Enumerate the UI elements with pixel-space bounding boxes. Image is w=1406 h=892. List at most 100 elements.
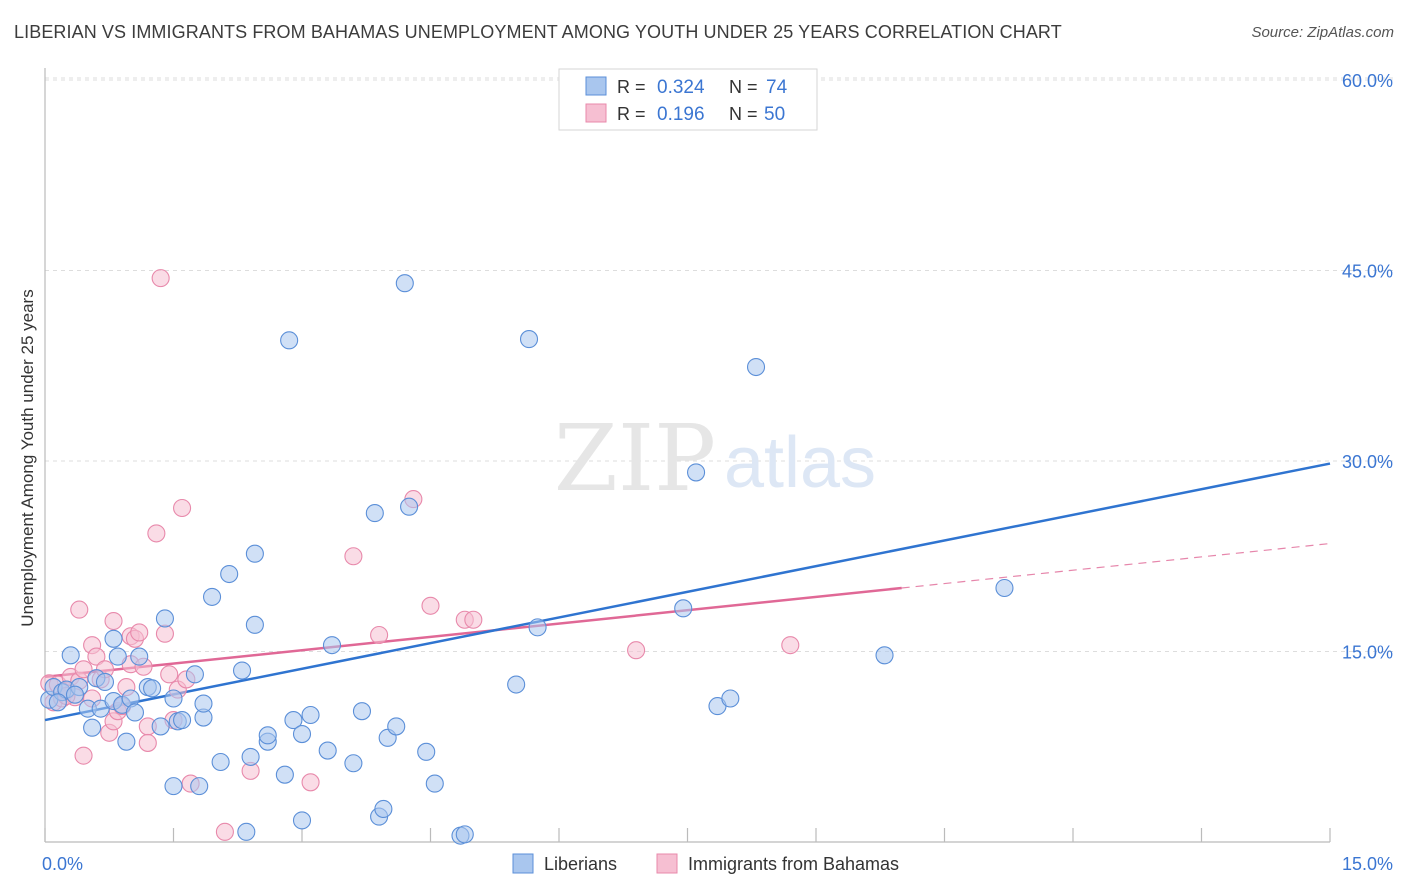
trend-lines-bahamas <box>44 542 1331 679</box>
liberian-point <box>95 672 115 692</box>
bahamas-point <box>344 547 363 566</box>
x-tick-label-0: 0.0% <box>42 854 83 874</box>
liberian-point <box>48 693 67 712</box>
liberian-point <box>292 811 312 830</box>
liberian-point <box>151 717 170 736</box>
liberian-point <box>387 717 406 736</box>
liberian-point <box>211 752 230 772</box>
bahamas-point <box>74 746 93 765</box>
liberian-point <box>108 647 127 666</box>
bahamas-point <box>87 647 106 666</box>
legend-r-value-1: 0.324 <box>657 77 705 98</box>
bottom-swatch-bahamas <box>656 853 678 874</box>
liberian-point <box>203 587 222 606</box>
liberian-point <box>65 685 85 704</box>
legend-n-value-2: 50 <box>764 104 785 125</box>
bahamas-point <box>627 641 646 660</box>
bahamas-point <box>155 624 174 643</box>
liberian-point <box>528 618 547 637</box>
watermark: ZIP atlas <box>554 405 876 512</box>
liberian-point <box>117 732 136 751</box>
legend-r-label-2: R = <box>617 104 646 124</box>
liberian-point <box>194 694 213 713</box>
liberian-point <box>241 747 260 766</box>
trend-line-bahamas-extension <box>901 542 1331 589</box>
bahamas-point <box>70 600 89 619</box>
liberian-point <box>190 777 209 796</box>
liberian-point <box>292 724 312 744</box>
liberian-point <box>83 718 102 737</box>
liberian-point <box>275 765 294 784</box>
liberian-point <box>687 463 706 482</box>
bahamas-point <box>138 733 157 752</box>
bahamas-point <box>464 610 483 629</box>
source-credit: Source: ZipAtlas.com <box>1251 24 1394 41</box>
liberian-point <box>395 274 414 293</box>
liberian-point <box>245 544 264 563</box>
liberian-point <box>220 564 239 584</box>
legend-swatch-bahamas <box>585 103 607 123</box>
liberian-point <box>280 331 299 350</box>
bahamas-point <box>130 623 149 642</box>
bahamas-point <box>74 660 93 679</box>
liberian-point <box>352 702 372 721</box>
liberian-point <box>674 599 693 618</box>
liberian-point <box>164 777 183 796</box>
legend-n-label-2: N = <box>729 104 758 124</box>
y-tick-label-1: 30.0% <box>1342 452 1393 472</box>
liberian-point <box>417 742 436 761</box>
y-tick-label-2: 45.0% <box>1342 262 1393 282</box>
legend-n-label-1: N = <box>729 77 758 97</box>
liberian-point <box>61 646 80 665</box>
liberian-point <box>318 741 337 760</box>
y-axis-label: Unemployment Among Youth under 25 years <box>18 289 37 626</box>
grid-lines <box>45 77 1393 652</box>
bottom-label-bahamas: Immigrants from Bahamas <box>688 854 899 874</box>
y-tick-labels: 15.0% 30.0% 45.0% 60.0% <box>1342 71 1393 663</box>
liberian-point <box>344 754 363 773</box>
axes <box>44 68 1331 843</box>
liberian-point <box>519 330 539 349</box>
liberian-point <box>746 357 766 377</box>
bottom-swatch-liberians <box>512 853 534 874</box>
liberian-point <box>721 689 740 708</box>
stats-legend: R = 0.324 N = 74 R = 0.196 N = 50 <box>558 68 818 131</box>
points-liberians <box>40 274 1014 845</box>
bahamas-point <box>160 665 179 684</box>
liberian-point <box>875 646 894 665</box>
y-tick-label-3: 60.0% <box>1342 71 1393 91</box>
trend-line-liberians <box>44 462 1331 722</box>
bahamas-point <box>370 625 389 645</box>
liberian-point <box>185 665 204 684</box>
liberian-point <box>258 726 277 745</box>
chart-title: LIBERIAN VS IMMIGRANTS FROM BAHAMAS UNEM… <box>14 22 1062 42</box>
bahamas-point <box>173 498 192 518</box>
trend-lines-liberians <box>44 462 1331 722</box>
liberian-point <box>164 689 183 708</box>
bahamas-point <box>104 611 123 631</box>
y-tick-label-0: 15.0% <box>1342 643 1393 663</box>
liberian-point <box>130 647 149 666</box>
bahamas-point <box>301 773 320 792</box>
liberian-point <box>284 711 303 730</box>
liberian-point <box>365 504 384 523</box>
watermark-zip: ZIP <box>554 405 716 512</box>
liberian-point <box>104 629 123 648</box>
liberian-point <box>995 578 1014 598</box>
liberian-point <box>322 636 342 655</box>
liberian-point <box>400 497 419 516</box>
watermark-atlas: atlas <box>724 423 876 503</box>
trend-line-bahamas <box>44 586 902 679</box>
liberian-point <box>425 774 444 793</box>
legend-n-value-1: 74 <box>766 77 788 98</box>
bahamas-point <box>421 596 440 615</box>
liberian-point <box>301 705 320 725</box>
liberian-point <box>155 609 174 628</box>
liberian-point <box>374 799 393 819</box>
x-tick-label-1: 15.0% <box>1342 854 1393 874</box>
x-tick-labels: 0.0% 15.0% <box>42 854 1393 874</box>
liberian-point <box>245 615 264 634</box>
bahamas-point <box>147 524 166 543</box>
liberian-point <box>507 675 526 694</box>
